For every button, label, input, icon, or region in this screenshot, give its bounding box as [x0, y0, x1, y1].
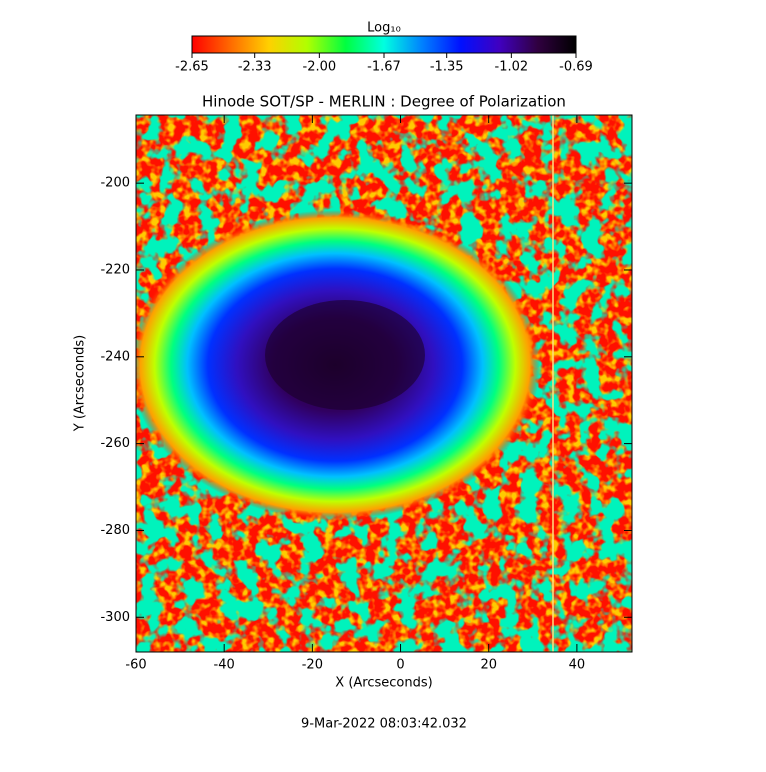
colorbar-tick-label: -2.33	[238, 60, 272, 75]
solar-image	[136, 115, 632, 652]
colorbar-tick-label: -2.65	[175, 60, 209, 75]
x-tick-label: -20	[302, 658, 323, 673]
y-tick-label: -240	[100, 349, 130, 364]
x-tick-label: 0	[396, 658, 404, 673]
colorbar-tick-label: -1.35	[430, 60, 464, 75]
y-tick-label: -220	[100, 262, 130, 277]
x-axis-label: X (Arcseconds)	[335, 676, 432, 691]
colorbar-tick-label: -0.69	[559, 60, 593, 75]
y-tick-label: -200	[100, 176, 130, 191]
umbra	[265, 300, 425, 410]
colorbar-tick-label: -2.00	[303, 60, 337, 75]
y-axis-label: Y (Arcseconds)	[73, 335, 88, 432]
x-tick-label: -60	[125, 658, 146, 673]
colorbar-label: Log₁₀	[367, 21, 401, 36]
plot-frame	[135, 114, 633, 653]
y-tick-label: -300	[100, 610, 130, 625]
footer-timestamp: 9-Mar-2022 08:03:42.032	[301, 717, 467, 732]
colorbar-tick-label: -1.02	[495, 60, 529, 75]
x-tick-label: -40	[214, 658, 235, 673]
y-tick-label: -260	[100, 436, 130, 451]
colorbar-tick-label: -1.67	[367, 60, 401, 75]
x-tick-label: 20	[480, 658, 497, 673]
x-tick-label: 40	[569, 658, 586, 673]
colorbar	[191, 35, 577, 54]
chart-title: Hinode SOT/SP - MERLIN : Degree of Polar…	[202, 93, 566, 111]
y-tick-label: -280	[100, 523, 130, 538]
